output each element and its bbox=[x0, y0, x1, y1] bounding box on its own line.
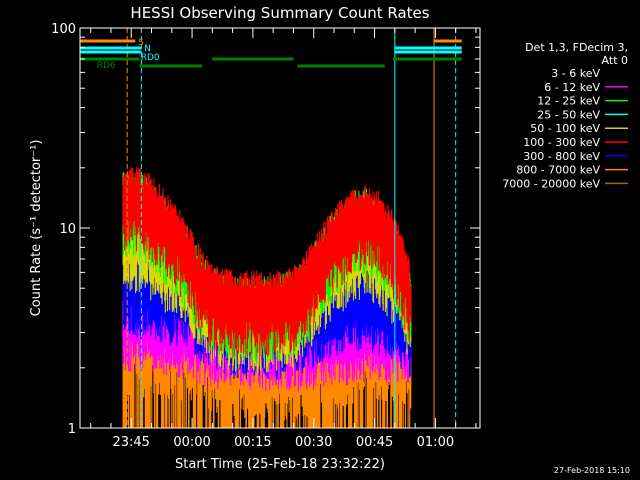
flag-rd0: RD0 bbox=[80, 50, 462, 63]
legend-entry: 3 - 6 keV bbox=[551, 67, 628, 80]
vlines-layer bbox=[126, 28, 457, 428]
x-tick-label: 00:30 bbox=[295, 435, 332, 450]
flag-label: RD0 bbox=[141, 53, 160, 63]
series-trace bbox=[122, 166, 412, 357]
flag-label: S bbox=[138, 38, 144, 48]
y-tick-label: 1 bbox=[68, 422, 76, 437]
legend-entry: 7000 - 20000 keV bbox=[502, 177, 628, 190]
x-tick-label: 23:45 bbox=[112, 435, 149, 450]
y-tick-label: 100 bbox=[51, 22, 76, 37]
y-axis-label: Count Rate (s⁻¹ detector⁻¹) bbox=[29, 140, 44, 317]
x-tick-label: 01:00 bbox=[417, 435, 454, 450]
legend-entry: 100 - 300 keV bbox=[523, 136, 628, 149]
flag-label: N bbox=[144, 44, 151, 54]
legend-entry: 6 - 12 keV bbox=[544, 81, 628, 94]
legend-label: 7000 - 20000 keV bbox=[502, 177, 600, 190]
legend-label: 12 - 25 keV bbox=[537, 95, 600, 108]
flag-label: RD6 bbox=[97, 61, 116, 71]
x-axis-label: Start Time (25-Feb-18 23:32:22) bbox=[175, 457, 385, 472]
flag-s: S bbox=[80, 38, 462, 48]
legend-entry: 12 - 25 keV bbox=[537, 95, 628, 108]
legend-label: 100 - 300 keV bbox=[523, 136, 600, 149]
legend-label: 6 - 12 keV bbox=[544, 81, 600, 94]
legend-entry: 300 - 800 keV bbox=[523, 150, 628, 163]
axes-layer: 1 10 100 23:45 00:00 00:15 00:30 00:45 01:00 bbox=[51, 22, 481, 450]
legend-entry: 50 - 100 keV bbox=[530, 122, 628, 135]
legend-label: 300 - 800 keV bbox=[523, 150, 600, 163]
legend-header: Det 1,3, FDecim 3, bbox=[525, 41, 628, 54]
flag-n: N bbox=[80, 44, 462, 54]
legend-header: Att 0 bbox=[602, 54, 628, 67]
legend-label: 3 - 6 keV bbox=[551, 67, 600, 80]
x-tick-label: 00:00 bbox=[173, 435, 210, 450]
chart-title: HESSI Observing Summary Count Rates bbox=[130, 4, 429, 22]
legend-label: 25 - 50 keV bbox=[537, 108, 600, 121]
x-tick-label: 00:15 bbox=[234, 435, 271, 450]
legend-entry: 25 - 50 keV bbox=[537, 108, 628, 121]
legend-label: 800 - 7000 keV bbox=[516, 164, 600, 177]
data-layer bbox=[122, 166, 412, 428]
y-tick-label: 10 bbox=[59, 222, 76, 237]
legend-label: 50 - 100 keV bbox=[530, 122, 600, 135]
flag-rd6: RD6 bbox=[80, 57, 462, 71]
legend-entry: 800 - 7000 keV bbox=[516, 164, 628, 177]
series-100-300-kev bbox=[122, 166, 412, 357]
timestamp: 27-Feb-2018 15:10 bbox=[554, 466, 630, 475]
x-tick-label: 00:45 bbox=[356, 435, 393, 450]
